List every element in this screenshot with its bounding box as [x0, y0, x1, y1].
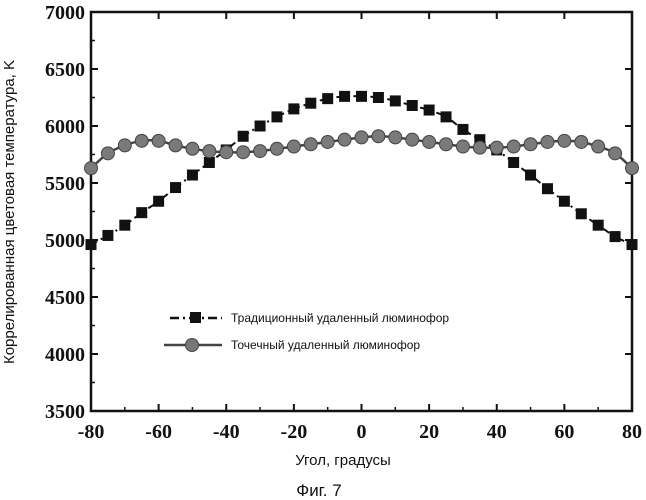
data-point-circle — [338, 133, 351, 146]
data-point-square — [102, 230, 113, 241]
data-point-square — [576, 208, 587, 219]
data-point-square — [305, 98, 316, 109]
data-point-square — [153, 196, 164, 207]
data-point-circle — [101, 147, 114, 160]
data-point-circle — [626, 162, 639, 175]
x-tick-label: -20 — [281, 421, 308, 443]
y-tick-label: 5500 — [45, 173, 85, 195]
x-axis-label: Угол, градусы — [295, 452, 391, 469]
data-point-circle — [304, 138, 317, 151]
data-point-square — [407, 100, 418, 111]
data-point-circle — [287, 140, 300, 153]
data-point-circle — [406, 133, 419, 146]
data-point-circle — [592, 140, 605, 153]
y-tick-label: 3500 — [45, 401, 85, 423]
legend-marker-circle — [186, 339, 199, 352]
data-point-circle — [558, 134, 571, 147]
data-point-square — [271, 111, 282, 122]
legend-label-traditional: Традиционный удаленный люминофор — [231, 311, 449, 325]
data-point-square — [627, 239, 638, 250]
series-layer — [85, 91, 639, 250]
y-tick-label: 4000 — [45, 344, 85, 366]
data-point-square — [610, 231, 621, 242]
y-tick-label: 6500 — [45, 59, 85, 81]
data-point-circle — [575, 135, 588, 148]
data-point-circle — [372, 130, 385, 143]
data-point-square — [593, 220, 604, 231]
x-tick-label: 80 — [622, 421, 642, 443]
data-point-square — [525, 170, 536, 181]
chart-svg: -80 -60 -40 -20 0 20 40 60 80 3500 4000 4500 5000 550… — [0, 0, 646, 500]
y-tick-label: 6000 — [45, 116, 85, 138]
figure-caption: Фиг. 7 — [296, 481, 341, 500]
data-point-circle — [609, 147, 622, 160]
data-point-circle — [186, 142, 199, 155]
data-point-circle — [203, 145, 216, 158]
tick-labels: -80 -60 -40 -20 0 20 40 60 80 3500 4000 4500 5000 550… — [45, 2, 642, 443]
data-point-circle — [490, 141, 503, 154]
data-point-circle — [541, 135, 554, 148]
data-point-square — [288, 103, 299, 114]
data-point-circle — [321, 135, 334, 148]
data-point-circle — [254, 145, 267, 158]
series-traditional — [86, 91, 638, 250]
data-point-circle — [423, 135, 436, 148]
data-point-circle — [355, 131, 368, 144]
data-point-circle — [220, 146, 233, 159]
data-point-square — [86, 239, 97, 250]
x-tick-label: -60 — [145, 421, 172, 443]
data-point-square — [559, 196, 570, 207]
data-point-square — [170, 182, 181, 193]
legend-marker-square — [190, 312, 201, 323]
data-point-square — [457, 124, 468, 135]
data-point-square — [322, 93, 333, 104]
data-point-circle — [135, 134, 148, 147]
x-tick-label: 40 — [487, 421, 507, 443]
y-axis-label: Коррелированная цветовая температура, K — [1, 60, 18, 364]
y-tick-label: 5000 — [45, 230, 85, 252]
data-point-square — [373, 92, 384, 103]
y-tick-label: 7000 — [45, 2, 85, 24]
x-tick-label: 60 — [554, 421, 574, 443]
data-point-circle — [524, 138, 537, 151]
data-point-square — [390, 95, 401, 106]
data-point-circle — [169, 139, 182, 152]
data-point-square — [339, 91, 350, 102]
data-point-circle — [152, 134, 165, 147]
series-point — [85, 130, 639, 175]
data-point-square — [424, 105, 435, 116]
data-point-square — [255, 121, 266, 132]
data-point-square — [136, 207, 147, 218]
data-point-square — [356, 91, 367, 102]
x-tick-label: 0 — [357, 421, 367, 443]
data-point-square — [508, 157, 519, 168]
data-point-square — [204, 157, 215, 168]
data-point-circle — [389, 131, 402, 144]
y-tick-label: 4500 — [45, 287, 85, 309]
data-point-circle — [118, 139, 131, 152]
data-point-square — [119, 220, 130, 231]
series-line — [91, 96, 632, 244]
x-tick-label: -80 — [78, 421, 105, 443]
data-point-square — [542, 183, 553, 194]
data-point-circle — [237, 146, 250, 159]
data-point-circle — [270, 142, 283, 155]
data-point-circle — [85, 162, 98, 175]
x-tick-label: -40 — [213, 421, 240, 443]
data-point-square — [187, 170, 198, 181]
data-point-circle — [473, 141, 486, 154]
legend: Традиционный удаленный люминофор Точечны… — [164, 311, 449, 352]
data-point-square — [238, 131, 249, 142]
data-point-square — [441, 111, 452, 122]
data-point-circle — [507, 140, 520, 153]
data-point-circle — [456, 140, 469, 153]
x-tick-label: 20 — [419, 421, 439, 443]
legend-label-point: Точечный удаленный люминофор — [231, 338, 420, 352]
data-point-circle — [440, 138, 453, 151]
